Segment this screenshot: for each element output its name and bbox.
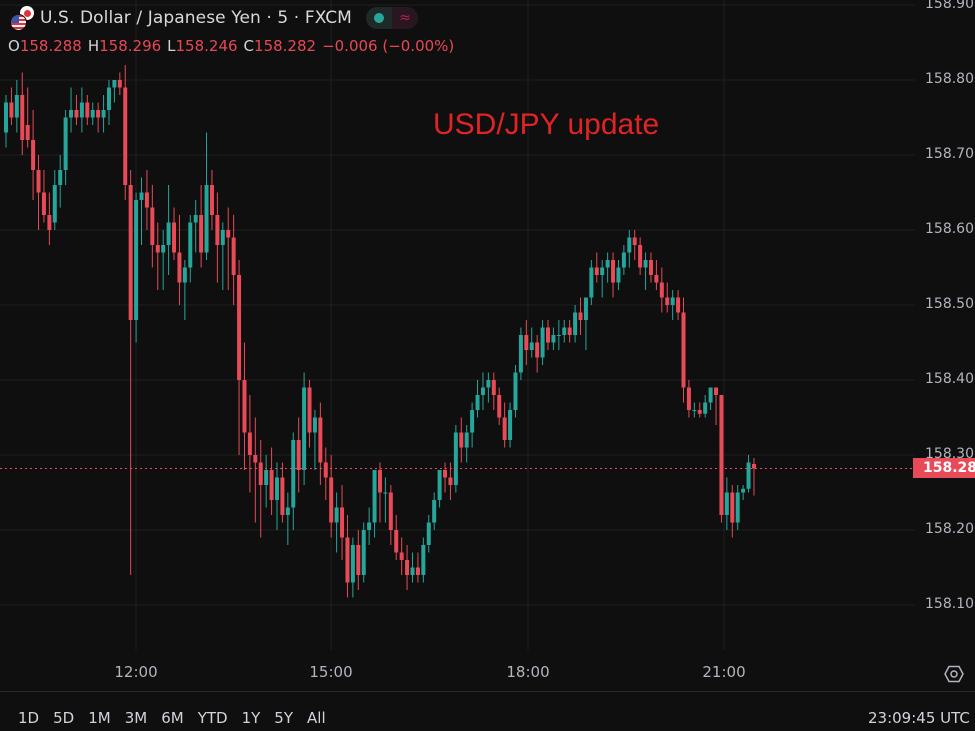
price-tick-label: 158.200 (925, 521, 975, 537)
price-tick-label: 158.100 (925, 596, 975, 612)
symbol-title[interactable]: U.S. Dollar / Japanese Yen · 5 · FXCM (40, 8, 352, 28)
price-tick-label: 158.900 (925, 0, 975, 12)
high-label: H (87, 37, 100, 55)
close-value: 158.282 (254, 37, 317, 55)
utc-clock[interactable]: 23:09:45 UTC (868, 709, 970, 727)
close-label: C (243, 37, 255, 55)
range-1d[interactable]: 1D (18, 709, 40, 727)
range-1m[interactable]: 1M (88, 709, 111, 727)
chart-grid (0, 0, 915, 650)
open-value: 158.288 (19, 37, 82, 55)
range-selector: 1D 5D 1M 3M 6M YTD 1Y 5Y All (18, 709, 326, 727)
range-3m[interactable]: 3M (124, 709, 148, 727)
market-open-dot-icon (366, 7, 392, 29)
time-tick-label: 12:00 (114, 663, 158, 681)
price-tick-label: 158.600 (925, 221, 975, 237)
range-all[interactable]: All (307, 709, 326, 727)
settings-icon[interactable] (944, 664, 964, 684)
price-tick-label: 158.500 (925, 296, 975, 312)
bottom-toolbar: 1D 5D 1M 3M 6M YTD 1Y 5Y All 23:09:45 UTC (0, 691, 975, 731)
high-value: 158.296 (99, 37, 162, 55)
usd-jpy-flag-icon (8, 6, 34, 31)
open-label: O (8, 37, 20, 55)
range-5d[interactable]: 5D (53, 709, 75, 727)
time-tick-label: 18:00 (506, 663, 550, 681)
range-1y[interactable]: 1Y (241, 709, 261, 727)
range-6m[interactable]: 6M (161, 709, 184, 727)
chart-header: U.S. Dollar / Japanese Yen · 5 · FXCM ≈ (8, 6, 418, 31)
ohlc-values: O158.288 H158.296 L158.246 C158.282 −0.0… (8, 37, 454, 55)
wave-icon: ≈ (391, 7, 418, 29)
range-5y[interactable]: 5Y (274, 709, 294, 727)
candles (4, 65, 756, 598)
low-value: 158.246 (175, 37, 238, 55)
time-tick-label: 21:00 (702, 663, 746, 681)
range-ytd[interactable]: YTD (197, 709, 228, 727)
candlestick-chart[interactable] (0, 0, 975, 691)
annotation-text[interactable]: USD/JPY update (433, 108, 660, 141)
market-status-toggle[interactable]: ≈ (365, 7, 418, 29)
last-price-tag: 158.282 (913, 458, 975, 478)
price-tick-label: 158.700 (925, 146, 975, 162)
time-tick-label: 15:00 (309, 663, 353, 681)
price-tick-label: 158.800 (925, 71, 975, 87)
change-value: −0.006 (−0.00%) (322, 37, 455, 55)
price-tick-label: 158.400 (925, 371, 975, 387)
low-label: L (167, 37, 176, 55)
